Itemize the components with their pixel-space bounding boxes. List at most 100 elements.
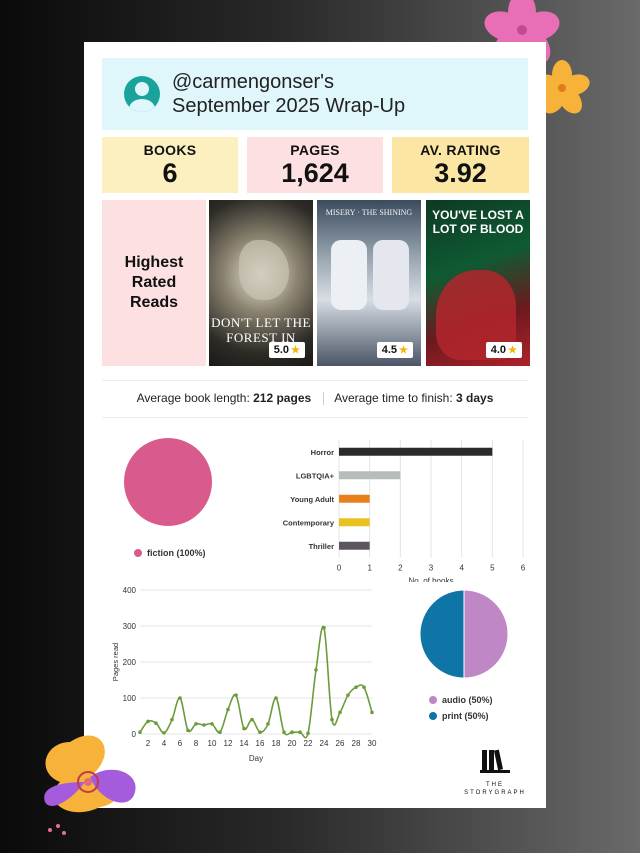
x-tick-label: 14 (240, 739, 249, 748)
x-tick-label: 2 (398, 564, 403, 573)
category-label: Horror (311, 448, 334, 457)
x-tick-label: 16 (256, 739, 265, 748)
book-cover[interactable]: MISERY · THE SHINING 4.5 ★ (317, 200, 421, 366)
x-tick-label: 4 (162, 739, 167, 748)
x-tick-label: 0 (337, 564, 342, 573)
star-icon: ★ (399, 344, 408, 356)
pages-stat: PAGES 1,624 (247, 137, 383, 193)
pages-value: 1,624 (281, 158, 349, 188)
avg-length-value: 212 pages (253, 391, 312, 405)
star-icon: ★ (508, 344, 517, 356)
book-cover-title: YOU'VE LOST A LOT OF BLOOD (432, 208, 524, 236)
legend-print: print (50%) (429, 711, 489, 721)
flower-decoration-bottom-icon (44, 735, 136, 835)
category-label: Thriller (309, 542, 335, 551)
x-tick-label: 3 (429, 564, 434, 573)
highest-rated-text: Highest Rated Reads (124, 254, 184, 311)
x-tick-label: 30 (368, 739, 377, 748)
rating-badge: 4.0 ★ (485, 342, 522, 358)
pie-slice-fiction (124, 438, 212, 526)
x-tick-label: 4 (459, 564, 464, 573)
y-tick-label: 300 (123, 622, 137, 631)
rating-badge-value: 5.0 (273, 344, 290, 356)
data-point (162, 731, 166, 735)
star-icon: ★ (291, 344, 300, 356)
bar (339, 518, 370, 527)
books-logo-icon (480, 749, 510, 773)
bar (339, 447, 493, 456)
username: @carmengonser's (172, 71, 334, 93)
divider (102, 417, 528, 418)
data-point (298, 730, 302, 734)
pie-slice (419, 589, 465, 679)
wrap-up-title: September 2025 Wrap-Up (172, 95, 406, 117)
genre-bar-chart: 0 1 2 3 4 5 6 Horror LGBTQIA+ Young Adult Contempo… (283, 440, 526, 582)
data-point (322, 626, 326, 630)
data-point (138, 730, 142, 734)
divider (102, 380, 528, 381)
category-label: LGBTQIA+ (296, 471, 335, 480)
x-tick-label: 6 (521, 564, 526, 573)
legend-dot (429, 696, 437, 704)
bar (339, 494, 370, 503)
rating-badge-value: 4.5 (381, 344, 398, 356)
x-axis-label: Day (249, 754, 263, 763)
legend-audio-label: audio (50%) (442, 695, 493, 705)
data-point (338, 710, 342, 715)
data-point (202, 723, 206, 727)
x-tick-label: 12 (224, 739, 233, 748)
y-tick-label: 200 (123, 658, 137, 667)
data-point (146, 719, 150, 724)
book-cover[interactable]: DON'T LET THE FOREST IN 5.0 ★ (209, 200, 313, 366)
profile-header: @carmengonser's September 2025 Wrap-Up (102, 58, 528, 130)
data-point (170, 717, 174, 722)
avg-length-label: Average book length: (136, 391, 250, 405)
bar (339, 471, 401, 480)
avatar (124, 76, 160, 112)
rating-badge-value: 4.0 (490, 344, 507, 356)
book-cover-title: MISERY · THE SHINING (325, 208, 413, 217)
rating-label: AV. RATING (420, 142, 501, 158)
pie-slice (463, 589, 509, 679)
data-point (314, 668, 318, 672)
x-tick-label: 24 (320, 739, 329, 748)
legend-fiction-label: fiction (100%) (147, 548, 206, 558)
data-point (346, 693, 350, 697)
books-stat: BOOKS 6 (102, 137, 238, 193)
rating-badge: 4.5 ★ (376, 342, 413, 358)
data-point (226, 707, 230, 712)
data-point (290, 730, 294, 734)
book-cover[interactable]: YOU'VE LOST A LOT OF BLOOD 4.0 ★ (426, 200, 530, 366)
book-cover-title: DON'T LET THE FOREST IN (211, 315, 311, 345)
legend-fiction: fiction (100%) (134, 548, 206, 558)
x-tick-label: 10 (208, 739, 217, 748)
wrap-up-card: @carmengonser's September 2025 Wrap-Up B… (84, 42, 546, 808)
data-point (242, 726, 246, 731)
x-tick-label: 22 (304, 739, 313, 748)
storygraph-wordmark: THE STORYGRAPH (464, 782, 526, 796)
rating-badge: 5.0 ★ (268, 342, 305, 358)
data-point (178, 696, 182, 700)
y-tick-label: 100 (123, 694, 137, 703)
x-tick-label: 5 (490, 564, 495, 573)
y-tick-label: 400 (123, 586, 137, 595)
data-point (354, 685, 358, 689)
series-line (139, 625, 373, 739)
data-point (370, 710, 374, 715)
bar (339, 541, 370, 550)
data-point (186, 728, 190, 733)
highest-rated-label: Highest Rated Reads (102, 200, 206, 366)
y-axis-label: Pages read (111, 643, 120, 681)
data-point (282, 730, 286, 734)
x-tick-label: 6 (178, 739, 183, 748)
x-tick-label: 18 (272, 739, 281, 748)
data-point (258, 730, 262, 734)
averages-line: Average book length: 212 pages Average t… (102, 391, 528, 406)
data-point (154, 721, 158, 725)
rating-stat: AV. RATING 3.92 (392, 137, 529, 193)
y-tick-label: 0 (132, 730, 137, 739)
data-point (218, 730, 222, 734)
data-point (210, 722, 214, 726)
category-label: Contemporary (283, 518, 335, 527)
